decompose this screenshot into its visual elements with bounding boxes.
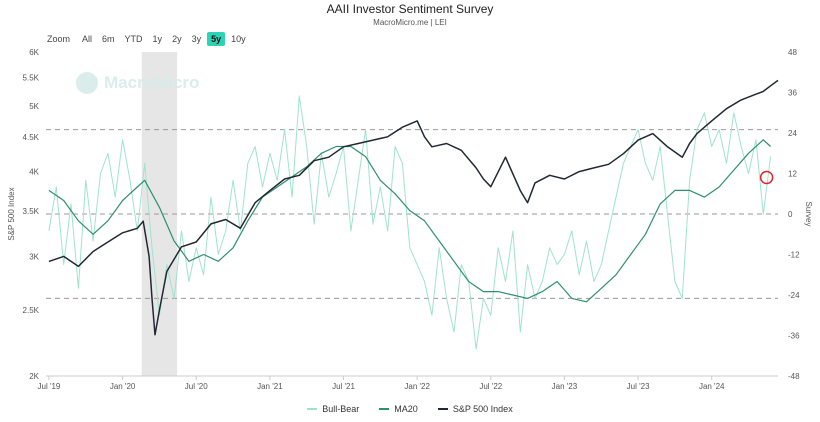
x-tick-label: Jul '21	[332, 382, 355, 391]
zoom-10y-button[interactable]: 10y	[231, 34, 246, 44]
left-y-tick-label: 2K	[29, 372, 39, 381]
left-y-tick-label: 4K	[29, 168, 39, 177]
legend-swatch	[379, 408, 390, 410]
left-y-tick-label: 5.5K	[23, 74, 40, 83]
legend-item-sp500[interactable]: S&P 500 Index	[437, 404, 513, 414]
x-tick-label: Jan '22	[404, 382, 430, 391]
zoom-6m-button[interactable]: 6m	[102, 34, 115, 44]
chart-subtitle: MacroMicro.me | LEI	[373, 18, 447, 27]
series-line-bull-bear	[48, 95, 772, 350]
zoom-5y-button[interactable]: 5y	[207, 32, 226, 46]
zoom-3y-button[interactable]: 3y	[191, 34, 202, 44]
legend-label: MA20	[394, 404, 418, 414]
left-axis-title: S&P 500 Index	[7, 187, 16, 240]
watermark-text: MacroMicro	[104, 73, 200, 92]
legend-swatch	[307, 408, 318, 410]
right-y-tick-label: -24	[788, 291, 800, 300]
x-tick-label: Jan '21	[257, 382, 283, 391]
zoom-all-button[interactable]: All	[82, 34, 93, 44]
left-y-tick-label: 4.5K	[23, 133, 40, 142]
x-tick-label: Jul '20	[185, 382, 208, 391]
left-y-tick-label: 3.5K	[23, 207, 40, 216]
zoom-selector: Zoom All 6m YTD 1y 2y 3y 5y 10y	[47, 32, 252, 46]
x-tick-label: Jan '20	[110, 382, 136, 391]
right-axis-title: Survey	[804, 202, 813, 227]
zoom-2y-button[interactable]: 2y	[172, 34, 182, 44]
left-y-tick-label: 3K	[29, 252, 39, 261]
right-y-tick-label: -36	[788, 332, 800, 341]
macromicro-logo-icon	[76, 72, 98, 94]
left-y-tick-label: 2.5K	[23, 306, 40, 315]
legend-label: Bull-Bear	[322, 404, 360, 414]
series-line-ma20	[48, 139, 772, 303]
legend-item-bull-bear[interactable]: Bull-Bear	[307, 404, 359, 414]
chart-title: AAII Investor Sentiment Survey	[326, 2, 494, 16]
legend-label: S&P 500 Index	[452, 404, 513, 414]
right-y-tick-label: 0	[788, 210, 793, 219]
zoom-ytd-button[interactable]: YTD	[124, 34, 143, 44]
legend-swatch	[437, 408, 448, 410]
zoom-1y-button[interactable]: 1y	[152, 34, 163, 44]
right-y-tick-label: 24	[788, 129, 797, 138]
series-line-s-p-500-index	[48, 79, 779, 336]
right-y-tick-label: -12	[788, 251, 800, 260]
x-tick-label: Jan '24	[699, 382, 725, 391]
x-tick-label: Jan '23	[552, 382, 578, 391]
right-y-tick-label: -48	[788, 372, 800, 381]
left-y-tick-label: 5K	[29, 102, 39, 111]
x-tick-label: Jul '23	[627, 382, 650, 391]
left-y-tick-label: 6K	[29, 48, 39, 57]
right-y-tick-label: 12	[788, 170, 797, 179]
zoom-label: Zoom	[47, 34, 71, 44]
right-y-tick-label: 48	[788, 48, 797, 57]
x-tick-label: Jul '22	[479, 382, 502, 391]
x-tick-label: Jul '19	[38, 382, 61, 391]
right-y-tick-label: 36	[788, 89, 797, 98]
watermark: MacroMicro	[76, 72, 199, 94]
latest-value-marker	[759, 170, 774, 185]
legend-item-ma20[interactable]: MA20	[379, 404, 418, 414]
legend: Bull-Bear MA20 S&P 500 Index	[0, 404, 820, 414]
